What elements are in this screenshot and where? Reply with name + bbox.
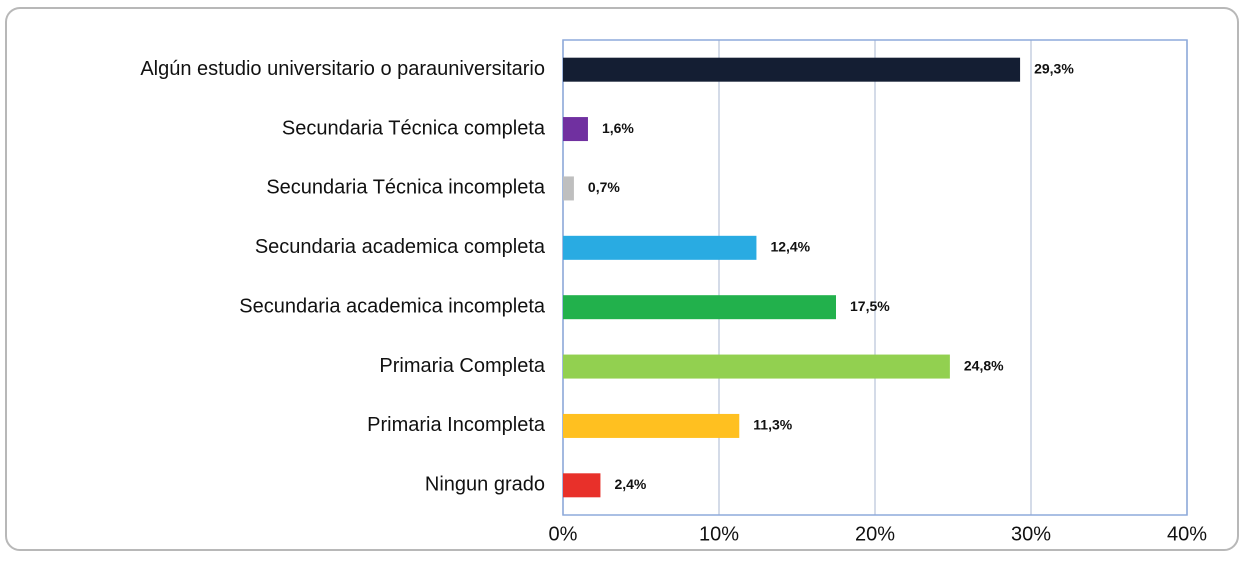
- x-tick-label: 10%: [699, 523, 739, 545]
- chart-border: [5, 7, 1239, 551]
- y-tick-label: Algún estudio universitario o parauniver…: [140, 58, 545, 80]
- bar: [563, 57, 1021, 82]
- y-tick-label: Ningun grado: [425, 474, 545, 496]
- value-label: 1,6%: [602, 120, 634, 136]
- x-tick-label: 0%: [549, 523, 578, 545]
- x-tick-label: 30%: [1011, 523, 1051, 545]
- y-tick-label: Secundaria academica incompleta: [239, 295, 546, 317]
- x-tick-label: 20%: [855, 523, 895, 545]
- plot-frame: [562, 39, 1188, 516]
- bar: [563, 176, 574, 201]
- y-tick-label: Secundaria academica completa: [255, 236, 546, 258]
- value-label: 11,3%: [753, 417, 792, 433]
- bar: [563, 295, 836, 320]
- value-label: 2,4%: [614, 476, 646, 492]
- bar: [563, 413, 740, 438]
- bar: [563, 354, 950, 379]
- y-tick-label: Secundaria Técnica incompleta: [266, 177, 546, 199]
- bar: [563, 473, 601, 498]
- value-label: 12,4%: [770, 239, 810, 255]
- bar: [563, 117, 588, 142]
- x-tick-label: 40%: [1167, 523, 1207, 545]
- bar: [563, 235, 757, 260]
- value-label: 0,7%: [588, 179, 620, 195]
- value-label: 24,8%: [964, 357, 1004, 373]
- y-tick-label: Primaria Completa: [379, 355, 545, 377]
- y-tick-label: Primaria Incompleta: [367, 414, 546, 436]
- value-label: 29,3%: [1034, 60, 1074, 76]
- y-tick-label: Secundaria Técnica completa: [282, 117, 546, 139]
- value-label: 17,5%: [850, 298, 890, 314]
